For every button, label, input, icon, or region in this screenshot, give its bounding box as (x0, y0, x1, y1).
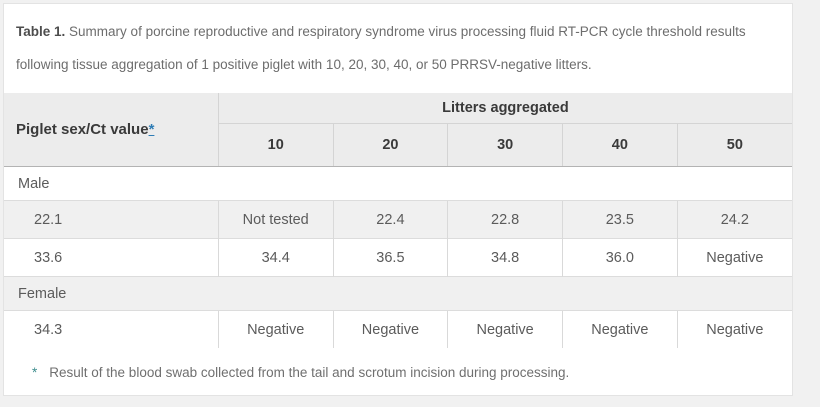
table-row: 34.3 Negative Negative Negative Negative… (4, 310, 792, 348)
ct-value-cell: 33.6 (4, 238, 219, 277)
section-label-male: Male (18, 175, 50, 192)
ct-value-cell: 22.1 (4, 200, 219, 239)
table-card: Table 1. Summary of porcine reproductive… (3, 3, 793, 396)
column-header-50: 50 (676, 123, 792, 167)
table-caption-label: Table 1. (16, 24, 66, 39)
group-header-cell: Litters aggregated (217, 93, 792, 124)
result-cell: Negative (676, 238, 792, 277)
section-row-female: Female (4, 276, 792, 311)
table-footnote: * Result of the blood swab collected from… (4, 348, 792, 380)
result-cell: 36.5 (332, 238, 448, 277)
corner-header-label: Piglet sex/Ct value (16, 121, 149, 138)
result-cell: 24.2 (676, 200, 792, 239)
column-header-10: 10 (217, 123, 334, 167)
result-cell: Negative (676, 310, 792, 348)
table-caption: Table 1. Summary of porcine reproductive… (4, 4, 792, 93)
footnote-marker: * (32, 365, 38, 380)
footnote-asterisk-link[interactable]: * (148, 121, 155, 138)
column-header-20: 20 (332, 123, 448, 167)
result-cell: 22.8 (447, 200, 563, 239)
header-columns-row: 10 20 30 40 50 (4, 123, 792, 167)
ct-value-cell: 34.3 (4, 310, 219, 348)
results-table: Piglet sex/Ct value* Litters aggregated … (4, 93, 792, 348)
section-label-female: Female (4, 276, 792, 311)
column-header-40: 40 (562, 123, 678, 167)
table-row: 22.1 Not tested 22.4 22.8 23.5 24.2 (4, 200, 792, 239)
result-cell: Negative (562, 310, 678, 348)
section-row-male: Male (4, 167, 792, 201)
result-cell: 34.4 (217, 238, 334, 277)
result-cell: Negative (217, 310, 334, 348)
table-row: 33.6 34.4 36.5 34.8 36.0 Negative (4, 238, 792, 277)
result-cell: Not tested (217, 200, 334, 239)
table-caption-text: Summary of porcine reproductive and resp… (16, 24, 746, 72)
column-header-30: 30 (447, 123, 563, 167)
result-cell: Negative (332, 310, 448, 348)
header-group-row: Piglet sex/Ct value* Litters aggregated (4, 93, 792, 167)
result-cell: Negative (447, 310, 563, 348)
footnote-text: Result of the blood swab collected from … (49, 365, 570, 380)
corner-header-cell: Piglet sex/Ct value* (4, 93, 219, 167)
result-cell: 36.0 (562, 238, 678, 277)
result-cell: 22.4 (332, 200, 448, 239)
result-cell: 23.5 (562, 200, 678, 239)
result-cell: 34.8 (447, 238, 563, 277)
